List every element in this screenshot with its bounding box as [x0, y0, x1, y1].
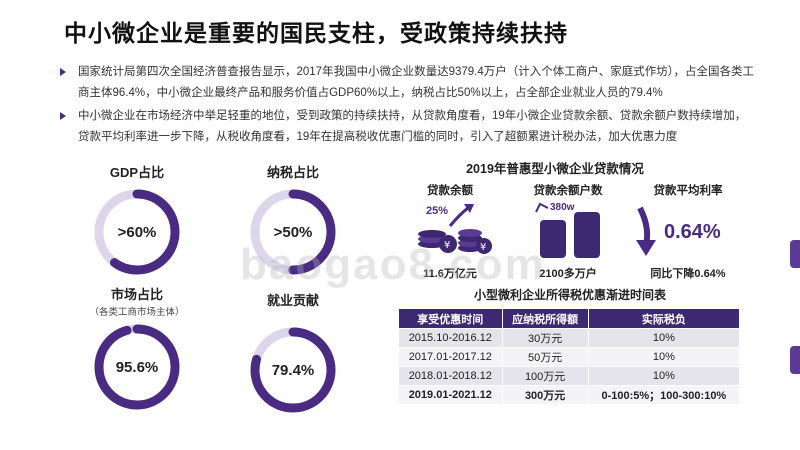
tax-section-title: 小型微利企业所得税优惠渐进时间表 — [473, 288, 666, 302]
ring-svg — [250, 327, 336, 413]
ring-progress-arc — [94, 189, 180, 275]
ring-value: >60% — [117, 223, 157, 241]
loan-households-label: 贷款余额户数 — [533, 185, 603, 197]
ring-progress-arc — [250, 189, 336, 275]
bullet-list: 国家统计局第四次全国经济普查报告显示，2017年我国中小微企业数量达9379.4… — [56, 62, 756, 150]
employment-share-indicator: 就业贡献 79.4% — [218, 290, 368, 415]
table-row: 2017.01-2017.12 50万元 10% — [398, 347, 741, 367]
table-row: 2019.01-2021.12 300万元 0-100:5%；100-300:1… — [398, 385, 741, 405]
ring-svg — [94, 189, 180, 275]
table-cell: 2017.01-2017.12 — [398, 347, 503, 367]
loan-rate-label: 贷款平均利率 — [653, 185, 723, 197]
ring-label: 就业贡献 — [266, 293, 319, 308]
ring-label: GDP占比 — [109, 165, 165, 180]
loan-section-title: 2019年普惠型小微企业贷款情况 — [466, 162, 644, 176]
ring-chart: 79.4% — [248, 325, 338, 415]
table-cell: 50万元 — [501, 347, 589, 367]
ring-chart: 95.6% — [92, 322, 182, 412]
ring-chart: >60% — [92, 187, 182, 277]
side-nav-tab[interactable] — [790, 240, 800, 268]
table-cell: 10% — [587, 366, 741, 386]
ring-svg — [94, 324, 180, 410]
table-cell: 100万元 — [501, 366, 589, 386]
ring-label: 纳税占比 — [266, 165, 319, 180]
loan-households-value: 2100多万户 — [539, 268, 597, 280]
ring-sublabel: （各类工商市场主体） — [89, 307, 185, 318]
coins-growth-icon: 25% ¥ ¥ — [418, 204, 492, 254]
ring-chart: >50% — [248, 187, 338, 277]
bullet-arrow-icon — [60, 112, 66, 120]
loan-balance-value: 11.6万亿元 — [423, 268, 477, 280]
households-growth-text: 380w — [550, 202, 575, 213]
table-header-cell: 应纳税所得额 — [501, 308, 589, 329]
market-share-indicator: 市场占比 （各类工商市场主体） 95.6% — [62, 284, 212, 412]
tax-timeline-table: 享受优惠时间 应纳税所得额 实际税负 2015.10-2016.12 30万元 … — [398, 308, 741, 405]
rate-down-icon: 0.64% — [636, 206, 721, 256]
table-cell: 2015.10-2016.12 — [398, 328, 503, 348]
table-cell: 2019.01-2021.12 — [398, 385, 503, 405]
ring-value: 79.4% — [271, 361, 315, 379]
ring-progress-arc — [250, 327, 336, 413]
ring-label: 市场占比 — [110, 287, 163, 302]
bullet-text: 国家统计局第四次全国经济普查报告显示，2017年我国中小微企业数量达9379.4… — [78, 66, 755, 99]
table-header-row: 享受优惠时间 应纳税所得额 实际税负 — [398, 308, 741, 329]
table-cell: 10% — [587, 347, 741, 367]
bullet-item: 中小微企业在市场经济中举足轻重的地位，受到政策的持续扶持，从贷款角度看，19年小… — [56, 106, 756, 148]
watermark: baogao8.com — [240, 240, 546, 289]
loan-rate-value: 同比下降0.64% — [650, 268, 726, 280]
bullet-arrow-icon — [60, 68, 66, 76]
table-header-cell: 实际税负 — [587, 308, 741, 329]
table-cell: 10% — [587, 328, 741, 348]
table-cell: 0-100:5%；100-300:10% — [587, 385, 741, 405]
ring-value: >50% — [273, 223, 313, 241]
table-row: 2018.01-2018.12 100万元 10% — [398, 366, 741, 386]
gdp-share-indicator: GDP占比 >60% — [62, 162, 212, 277]
loan-balance-block: 贷款余额 25% ¥ ¥ 11.6万亿元 — [395, 182, 505, 281]
svg-text:¥: ¥ — [480, 242, 486, 253]
ring-svg — [250, 189, 336, 275]
rate-change-text: 0.64% — [664, 221, 721, 243]
side-nav-tab[interactable] — [790, 346, 800, 374]
tax-share-indicator: 纳税占比 >50% — [218, 162, 368, 277]
table-row: 2015.10-2016.12 30万元 10% — [398, 328, 741, 348]
svg-text:¥: ¥ — [444, 240, 450, 251]
table-header-cell: 享受优惠时间 — [398, 308, 503, 329]
ring-value: 95.6% — [115, 358, 159, 376]
table-cell: 300万元 — [501, 385, 589, 405]
loan-households-block: 贷款余额户数 380w 2100多万户 — [513, 182, 623, 281]
table-cell: 2018.01-2018.12 — [398, 366, 503, 386]
table-cell: 30万元 — [501, 328, 589, 348]
loan-rate-block: 贷款平均利率 0.64% 同比下降0.64% — [628, 182, 748, 281]
page-title: 中小微企业是重要的国民支柱，受政策持续扶持 — [64, 20, 568, 46]
bullet-item: 国家统计局第四次全国经济普查报告显示，2017年我国中小微企业数量达9379.4… — [56, 62, 756, 104]
bar-growth-icon: 380w — [535, 202, 600, 258]
loan-balance-label: 贷款余额 — [427, 185, 473, 197]
bullet-text: 中小微企业在市场经济中举足轻重的地位，受到政策的持续扶持，从贷款角度看，19年小… — [78, 110, 747, 143]
balance-growth-text: 25% — [426, 205, 448, 217]
ring-progress-arc — [94, 324, 180, 410]
